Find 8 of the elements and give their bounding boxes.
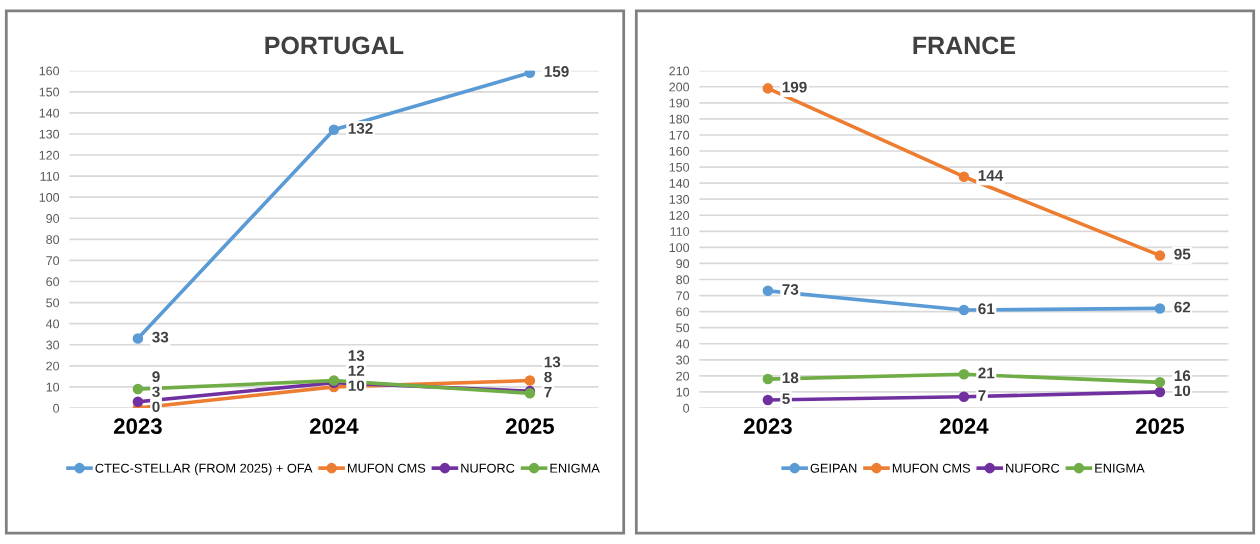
chart-title: PORTUGAL <box>265 36 404 55</box>
x-tick-label: 2023 <box>743 418 792 435</box>
x-tick-label: 2023 <box>113 418 162 435</box>
x-tick-label: 2025 <box>1135 418 1184 435</box>
x-tick-label: 2025 <box>505 418 554 435</box>
x-tick-label: 2024 <box>939 418 989 435</box>
x-tick-label: 2024 <box>309 418 359 435</box>
chart-title: FRANCE <box>913 36 1015 55</box>
